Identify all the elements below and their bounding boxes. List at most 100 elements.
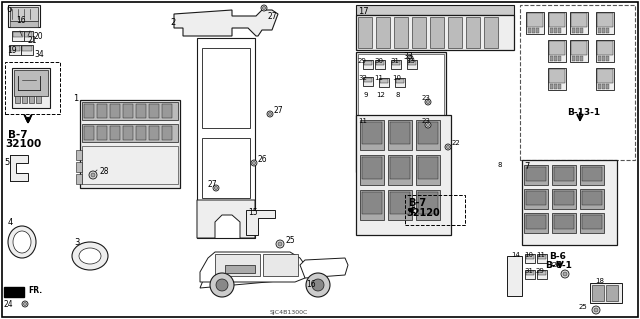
- Text: 10: 10: [524, 252, 533, 258]
- Bar: [538, 271, 546, 275]
- Text: 23: 23: [422, 95, 431, 101]
- Bar: [606, 56, 609, 61]
- Bar: [576, 28, 579, 33]
- Circle shape: [269, 113, 271, 115]
- Bar: [418, 192, 438, 214]
- Bar: [12, 31, 24, 41]
- Polygon shape: [174, 10, 278, 36]
- Circle shape: [216, 279, 228, 291]
- Bar: [552, 165, 576, 185]
- Bar: [418, 157, 438, 179]
- Text: 34: 34: [34, 50, 44, 59]
- Circle shape: [214, 187, 218, 189]
- Bar: [597, 41, 613, 55]
- Bar: [22, 46, 32, 51]
- Circle shape: [210, 273, 234, 297]
- Bar: [580, 165, 604, 185]
- Bar: [376, 17, 390, 48]
- Circle shape: [22, 301, 28, 307]
- Bar: [123, 104, 133, 118]
- Text: 25: 25: [285, 236, 294, 245]
- Text: 33: 33: [403, 52, 413, 61]
- Circle shape: [261, 5, 267, 11]
- Bar: [602, 56, 605, 61]
- Text: B-13-1: B-13-1: [567, 108, 600, 117]
- Text: FR.: FR.: [28, 286, 42, 295]
- Text: 11: 11: [536, 252, 545, 258]
- Bar: [362, 157, 382, 179]
- Bar: [15, 96, 20, 103]
- Bar: [526, 255, 534, 259]
- Text: 17: 17: [358, 7, 369, 16]
- Bar: [596, 68, 614, 90]
- Bar: [10, 7, 38, 21]
- Bar: [391, 60, 401, 69]
- Bar: [526, 167, 546, 181]
- Text: 12: 12: [376, 92, 385, 98]
- Bar: [395, 78, 405, 87]
- Bar: [549, 41, 565, 55]
- Bar: [524, 213, 548, 233]
- Circle shape: [267, 111, 273, 117]
- Bar: [528, 28, 531, 33]
- Circle shape: [592, 306, 600, 314]
- Bar: [602, 84, 605, 89]
- Bar: [149, 104, 159, 118]
- Bar: [8, 5, 40, 27]
- Polygon shape: [10, 155, 28, 181]
- Circle shape: [425, 99, 431, 105]
- Bar: [418, 122, 438, 144]
- Text: 30: 30: [374, 58, 383, 64]
- Bar: [526, 12, 544, 34]
- Bar: [526, 191, 546, 205]
- Bar: [4, 287, 24, 297]
- Polygon shape: [200, 254, 300, 288]
- Bar: [602, 28, 605, 33]
- Circle shape: [447, 145, 449, 149]
- Bar: [379, 78, 389, 87]
- Ellipse shape: [13, 231, 31, 253]
- Bar: [590, 283, 622, 303]
- Text: 27: 27: [208, 180, 218, 189]
- Bar: [123, 126, 133, 140]
- Bar: [597, 69, 613, 83]
- Bar: [21, 31, 33, 41]
- Bar: [580, 213, 604, 233]
- Bar: [12, 68, 50, 108]
- Circle shape: [408, 56, 412, 60]
- Bar: [76, 174, 82, 184]
- Bar: [362, 122, 382, 144]
- Bar: [396, 79, 404, 83]
- Bar: [572, 56, 575, 61]
- Circle shape: [24, 302, 26, 306]
- Bar: [13, 32, 23, 37]
- Text: 32: 32: [548, 262, 557, 268]
- Circle shape: [213, 185, 219, 191]
- Bar: [408, 61, 416, 65]
- Circle shape: [594, 308, 598, 312]
- Bar: [380, 79, 388, 83]
- Bar: [84, 126, 94, 140]
- Polygon shape: [200, 252, 305, 282]
- Text: 15: 15: [248, 208, 258, 217]
- Bar: [552, 189, 576, 209]
- Text: 7: 7: [524, 162, 529, 171]
- Text: 19: 19: [7, 46, 17, 55]
- Bar: [22, 32, 32, 37]
- Circle shape: [262, 6, 266, 10]
- Text: 5: 5: [4, 158, 9, 167]
- Circle shape: [306, 273, 330, 297]
- Bar: [554, 215, 574, 229]
- Bar: [554, 167, 574, 181]
- Bar: [606, 285, 618, 301]
- Bar: [394, 17, 408, 48]
- Circle shape: [91, 173, 95, 177]
- Bar: [507, 256, 522, 296]
- Text: 3: 3: [74, 238, 79, 247]
- Text: 32120: 32120: [406, 208, 440, 218]
- Text: 20: 20: [34, 32, 44, 41]
- Bar: [21, 45, 33, 55]
- Bar: [592, 285, 604, 301]
- Ellipse shape: [8, 226, 36, 258]
- Bar: [524, 165, 548, 185]
